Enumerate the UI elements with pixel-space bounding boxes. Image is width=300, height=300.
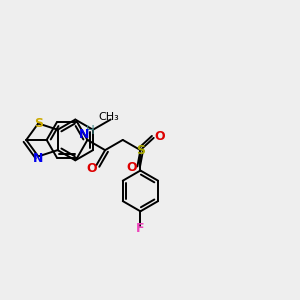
Text: S: S xyxy=(136,144,145,157)
Text: S: S xyxy=(34,117,43,130)
Text: O: O xyxy=(86,161,97,175)
Text: N: N xyxy=(33,152,44,165)
Text: H: H xyxy=(86,124,95,137)
Text: N: N xyxy=(79,128,89,141)
Text: O: O xyxy=(154,130,165,143)
Text: CH₃: CH₃ xyxy=(99,112,119,122)
Text: F: F xyxy=(136,222,145,235)
Text: O: O xyxy=(126,161,137,174)
